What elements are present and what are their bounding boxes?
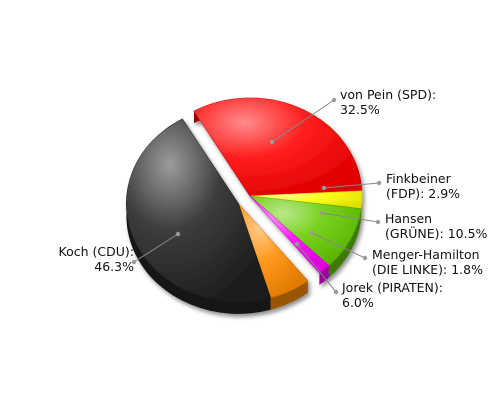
leader-dot (175, 231, 181, 237)
slice-label: Hansen (GRÜNE): 10.5% (385, 211, 488, 241)
leader-dot (321, 185, 327, 191)
leader-dot (319, 210, 325, 216)
leader-line (133, 233, 179, 263)
leader-dot (269, 139, 275, 145)
pie-slice-side (328, 208, 362, 278)
pie-slice-gloss (250, 196, 329, 273)
slice-label-value: 46.3% (94, 259, 134, 274)
exploded-slice-group (126, 118, 309, 314)
slice-label: von Pein (SPD): 32.5% (340, 87, 436, 117)
slices-layer (126, 97, 363, 314)
slice-label: Finkbeiner (FDP): 2.9% (386, 171, 460, 201)
slice-label-name: Hansen (385, 211, 432, 226)
leader-dot (131, 259, 137, 265)
slice-label-value: 32.5% (340, 102, 380, 117)
leader-dot (362, 255, 368, 261)
leader-dot (331, 97, 337, 103)
leader-dot (294, 241, 300, 247)
pie-slice-side (319, 265, 329, 285)
slice-label-name: Menger-Hamilton (372, 247, 480, 262)
leader-line (323, 182, 380, 189)
leader-line (271, 99, 335, 143)
slice-label: Koch (CDU): 46.3% (59, 244, 135, 274)
slice-label-value: 6.0% (342, 295, 374, 310)
pie-slice-gloss (250, 196, 362, 266)
pie-slice-gloss (238, 203, 308, 298)
pie-slice-gloss (194, 98, 362, 196)
slice-group (193, 97, 363, 285)
leader-dot (309, 230, 315, 236)
leader-dot (376, 180, 382, 186)
slice-label-name: Finkbeiner (386, 171, 452, 186)
slice-label: Menger-Hamilton (DIE LINKE): 1.8% (372, 247, 483, 277)
slice-label-value: (DIE LINKE): 1.8% (372, 262, 483, 277)
pie-slice-gloss (126, 118, 271, 302)
leader-line (296, 243, 337, 293)
pie-slice-gloss (250, 190, 362, 209)
slice-label: Jorek (PIRATEN): 6.0% (341, 280, 443, 310)
leader-dot (375, 219, 381, 225)
leader-line (311, 232, 366, 259)
slice-label-name: Jorek (PIRATEN): (341, 280, 443, 295)
leader-line (321, 212, 379, 223)
slice-label-name: Koch (CDU): (59, 244, 134, 259)
slice-label-value: (FDP): 2.9% (386, 186, 460, 201)
slice-label-name: von Pein (SPD): (340, 87, 436, 102)
leader-dot (333, 289, 339, 295)
labels-layer: von Pein (SPD): 32.5% Finkbeiner (FDP): 2.9… (59, 87, 488, 310)
pie-slice-side (270, 280, 308, 310)
slice-label-value: (GRÜNE): 10.5% (385, 225, 488, 241)
